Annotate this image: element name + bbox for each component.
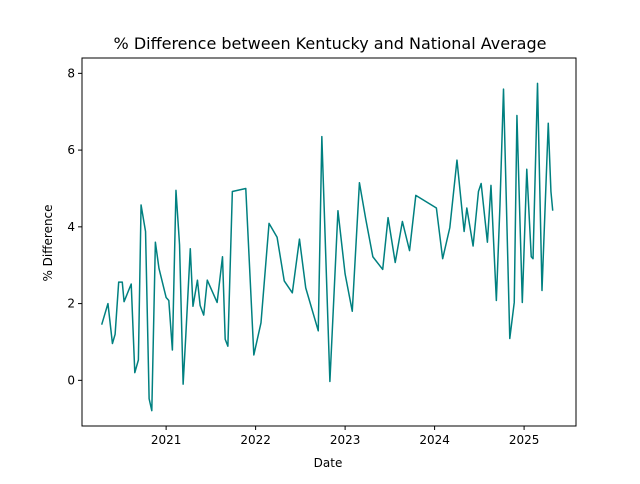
data-line [100, 82, 554, 412]
x-axis-label: Date [314, 456, 343, 470]
x-tick-label: 2024 [419, 433, 450, 447]
y-tick-label: 0 [67, 373, 75, 387]
chart-title: % Difference between Kentucky and Nation… [114, 34, 547, 53]
x-tick-label: 2023 [330, 433, 361, 447]
y-tick-label: 2 [67, 297, 75, 311]
x-tick-label: 2022 [240, 433, 271, 447]
plot-frame [81, 57, 577, 427]
y-tick-label: 6 [67, 143, 75, 157]
y-axis-label: % Difference [41, 204, 55, 281]
x-tick-label: 2021 [151, 433, 182, 447]
x-tick-label: 2025 [509, 433, 540, 447]
y-tick-label: 4 [67, 220, 75, 234]
y-tick-label: 8 [67, 66, 75, 80]
